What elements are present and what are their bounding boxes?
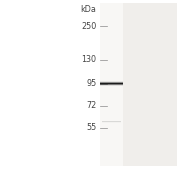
Bar — [100, 3, 123, 166]
Text: kDa: kDa — [81, 5, 96, 14]
Text: 55: 55 — [86, 123, 96, 132]
Text: 130: 130 — [81, 55, 96, 65]
Text: 72: 72 — [86, 101, 96, 110]
Text: 250: 250 — [81, 22, 96, 31]
Text: 95: 95 — [86, 79, 96, 88]
Bar — [100, 3, 177, 166]
